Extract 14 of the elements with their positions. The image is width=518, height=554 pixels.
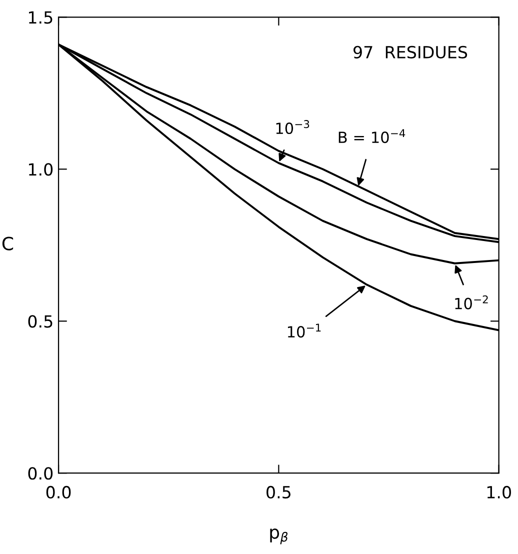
x-tick-label: 0.0 (46, 486, 71, 499)
annotation: 97 RESIDUES (354, 46, 468, 58)
y-tick-label: 0.0 (28, 467, 53, 480)
x-tick-label: 1.0 (487, 486, 511, 499)
y-axis-title: C (2, 236, 14, 250)
x-axis-title: p$_{β}$ (270, 528, 288, 544)
y-tick-label: 1.5 (29, 11, 52, 24)
x-tick-label: 0.5 (266, 486, 290, 499)
y-tick-label: 0.5 (28, 315, 52, 328)
annotation: B = 10$^{−4}$ (338, 129, 406, 144)
annotation: 10$^{−3}$ (276, 120, 310, 134)
annotation: 10$^{−1}$ (288, 324, 321, 338)
annotation: 10$^{−2}$ (455, 295, 488, 310)
y-tick-label: 1.0 (29, 163, 53, 176)
